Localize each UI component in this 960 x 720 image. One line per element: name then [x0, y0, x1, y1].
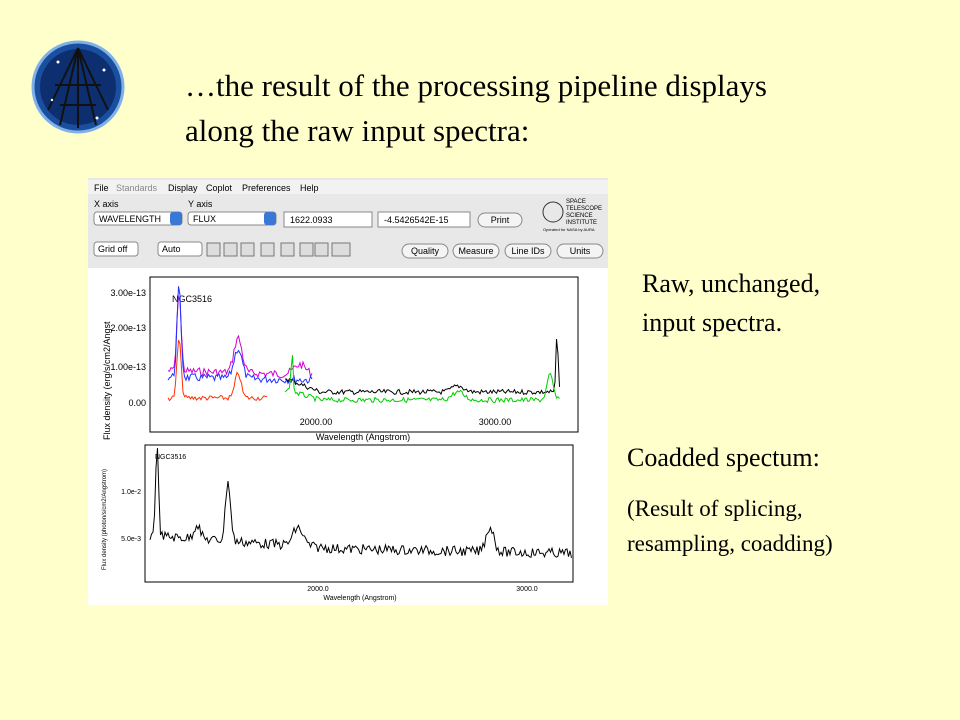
button-text: Print: [491, 215, 510, 225]
label: X axis: [94, 199, 119, 209]
note: resampling, coadding): [627, 531, 833, 556]
menu-item[interactable]: File: [94, 183, 109, 193]
select-text: Auto: [162, 244, 181, 254]
menu-item[interactable]: Standards: [116, 183, 158, 193]
menu-item[interactable]: Coplot: [206, 183, 233, 193]
select-text: WAVELENGTH: [99, 214, 161, 224]
menu-item[interactable]: Display: [168, 183, 198, 193]
note: (Result of splicing,: [627, 496, 803, 521]
y-tick-label: 0.00: [128, 398, 146, 408]
input[interactable]: [283, 211, 373, 228]
y-axis-label: Flux density (erg/s/cm2/Angst: [102, 321, 112, 440]
y-tick-label: 1.00e-13: [110, 362, 146, 372]
input-text: 1622.0933: [290, 215, 333, 225]
input-text: -4.5426542E-15: [384, 215, 449, 225]
object-label: NGC3516: [172, 294, 212, 304]
screenshot: File Standards Display Coplot Preference…: [88, 178, 608, 605]
spectrum-trace: [167, 286, 313, 386]
spectrum-trace: [167, 296, 313, 379]
spectrum-trace: [284, 339, 560, 396]
button-text: Line IDs: [511, 246, 545, 256]
select-text: Grid off: [98, 244, 128, 254]
x-axis-label: Wavelength (Angstrom): [316, 432, 410, 442]
note-title: Coadded spectum:: [627, 443, 820, 472]
raw-plot: NGC3516 3.00e-13 2.00e-13 1.00e-13 0.00 …: [102, 276, 579, 442]
y-tick-label: 2.00e-13: [110, 323, 146, 333]
select-text: FLUX: [193, 214, 216, 224]
button-text: Measure: [458, 246, 493, 256]
menu-item[interactable]: Help: [300, 183, 319, 193]
toolbar-icons[interactable]: [206, 242, 351, 257]
y-tick-label: 5.0e-3: [121, 536, 141, 543]
button[interactable]: [452, 243, 500, 259]
button-text: Units: [570, 246, 591, 256]
logo-text: Operated for NASA by AURA: [543, 227, 595, 232]
button[interactable]: [556, 243, 604, 259]
button[interactable]: [477, 212, 523, 228]
select[interactable]: [93, 241, 139, 257]
button[interactable]: [504, 243, 552, 259]
y-tick-label: 3.00e-13: [110, 288, 146, 298]
x-tick-label: 2000.0: [307, 586, 329, 593]
logo-text: TELESCOPE: [566, 206, 602, 212]
logo-text: SPACE: [566, 199, 586, 205]
x-axis-label: Wavelength (Angstrom): [323, 595, 396, 602]
object-label: NGC3516: [155, 454, 186, 461]
y-axis-label: Flux density (photon/s/cm2/Angstrom): [102, 469, 108, 570]
input[interactable]: [377, 211, 471, 228]
stsci-logo: SPACE TELESCOPE SCIENCE INSTITUTE Operat…: [542, 199, 602, 232]
logo: [31, 40, 125, 134]
label: Y axis: [188, 199, 213, 209]
x-tick-label: 3000.00: [479, 417, 512, 427]
menu-item[interactable]: Preferences: [242, 183, 291, 193]
title-line: …the result of the processing pipeline d…: [185, 68, 767, 103]
logo-text: SCIENCE: [566, 213, 593, 219]
logo-text: INSTITUTE: [566, 220, 597, 226]
select[interactable]: [157, 241, 203, 257]
note: input spectra.: [642, 308, 782, 337]
x-tick-label: 2000.00: [300, 417, 333, 427]
y-tick-label: 1.0e-2: [121, 489, 141, 496]
coadd-plot: NGC3516 1.0e-2 5.0e-3 2000.0 3000.0 Wave…: [102, 444, 574, 602]
spectrum-trace: [167, 339, 268, 402]
x-tick-label: 3000.0: [516, 586, 538, 593]
spectrum-trace: [149, 448, 572, 559]
spectrum-trace: [284, 355, 560, 404]
button-text: Quality: [411, 246, 440, 256]
title-line: along the raw input spectra:: [185, 113, 529, 148]
note: Raw, unchanged,: [642, 269, 820, 298]
button[interactable]: [401, 243, 449, 259]
